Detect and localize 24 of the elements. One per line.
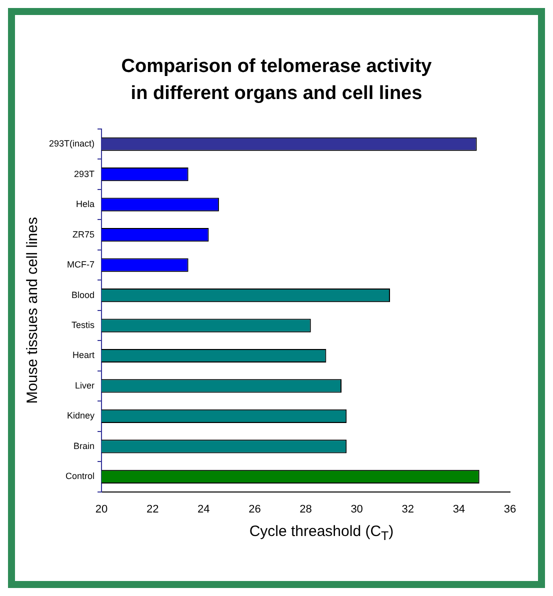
x-tick-label: 28	[300, 503, 312, 516]
y-tick-label: Blood	[71, 290, 95, 300]
chart-title: Comparison of telomerase activity in different organs and cell lines	[120, 55, 433, 106]
x-axis-title: Cycle threashold (C$_{T}$)	[248, 523, 395, 543]
y-tick-label: Heart	[72, 350, 96, 360]
y-tick-label: MCF-7	[67, 260, 95, 270]
y-tick-label: ZR75	[72, 229, 95, 240]
y-axis-title: Mouse tissues and cell lines	[24, 217, 42, 404]
y-tick-label: Brain	[74, 440, 95, 451]
x-tick-label: 22	[146, 503, 159, 516]
x-tick-label: 34	[452, 503, 466, 516]
y-tick-label: Liver	[75, 380, 95, 390]
x-tick-label: 30	[350, 503, 363, 516]
y-tick-label: Testis	[72, 320, 96, 330]
x-tick-label: 20	[95, 503, 108, 516]
y-tick-label: 293T	[74, 168, 96, 179]
y-tick-label: Control	[66, 471, 95, 482]
y-tick-label: Hela	[76, 199, 95, 210]
x-tick-label: 26	[248, 503, 261, 516]
x-tick-label: 24	[198, 503, 210, 516]
x-tick-label: 36	[504, 503, 516, 516]
y-tick-label: Kidney	[66, 410, 96, 421]
x-tick-label: 32	[402, 503, 414, 516]
y-tick-label: 293T(inact)	[48, 138, 95, 149]
